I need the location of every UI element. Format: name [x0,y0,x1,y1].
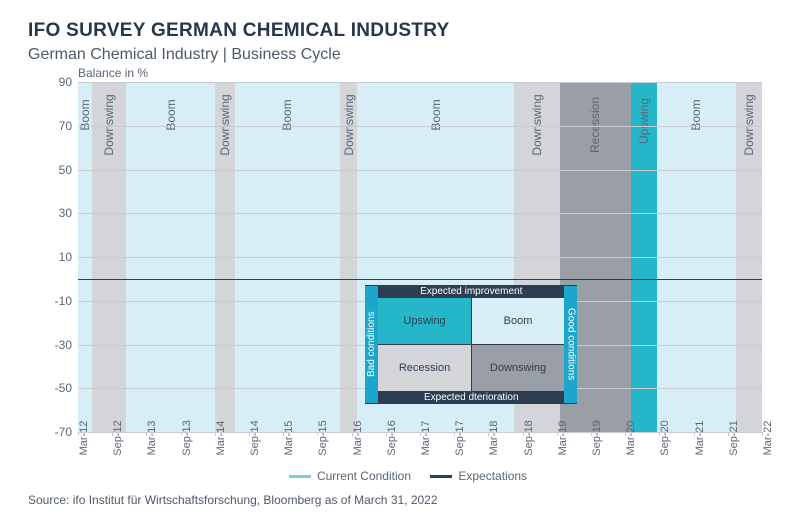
cycle-quadrant-inset: Expected improvement Expected dteriorati… [365,285,577,404]
legend-swatch-current [289,475,311,478]
x-tick-label: Mar-18 [488,421,500,456]
x-tick-label: Sep-14 [249,420,261,455]
gridline [78,257,762,258]
plot-area: Balance in % BoomDownswingBoomDownswingB… [78,82,762,433]
x-tick-label: Mar-17 [420,421,432,456]
gridline [78,126,762,127]
x-tick-label: Sep-16 [386,420,398,455]
y-tick: -30 [55,338,72,352]
inset-top-label: Expected improvement [366,285,576,298]
source-line: Source: ifo Institut für Wirtschaftsfors… [28,493,772,507]
x-tick-label: Sep-13 [181,420,193,455]
gridline [78,170,762,171]
y-tick: -70 [55,425,72,439]
x-tick-label: Sep-15 [317,420,329,455]
chart-container: IFO SURVEY GERMAN CHEMICAL INDUSTRY Germ… [0,0,800,530]
y-tick: 50 [59,163,72,177]
x-tick-label: Mar-13 [146,421,158,456]
y-tick: -50 [55,381,72,395]
legend-swatch-expect [430,475,452,478]
legend-label-expect: Expectations [458,469,527,483]
gridline [78,213,762,214]
chart-subtitle: German Chemical Industry | Business Cycl… [28,46,772,64]
x-tick-label: Mar-12 [78,421,90,456]
x-tick-label: Sep-17 [454,420,466,455]
x-tick-label: Mar-16 [352,421,364,456]
x-tick-label: Sep-18 [523,420,535,455]
x-tick-label: Sep-19 [591,420,603,455]
inset-left-label: Bad conditions [365,286,378,403]
y-tick: -10 [55,294,72,308]
x-tick-label: Sep-20 [659,420,671,455]
phase-band-label: Upswing [637,98,651,144]
gridline [78,82,762,83]
y-tick: 70 [59,119,72,133]
quadrant-upswing: Upswing [378,298,472,345]
x-tick-label: Mar-20 [625,421,637,456]
x-tick-label: Mar-21 [694,421,706,456]
x-tick-label: Mar-14 [215,421,227,456]
x-tick-label: Mar-15 [283,421,295,456]
y-axis-label: Balance in % [78,66,148,80]
x-tick-label: Sep-12 [112,420,124,455]
legend-label-current: Current Condition [317,469,411,483]
x-tick-label: Sep-21 [728,420,740,455]
y-tick: 10 [59,250,72,264]
chart-title: IFO SURVEY GERMAN CHEMICAL INDUSTRY [28,20,772,42]
x-tick-label: Mar-19 [557,421,569,456]
y-tick: 30 [59,206,72,220]
zero-line [78,279,762,280]
quadrant-boom: Boom [472,298,565,345]
inset-bottom-label: Expected dterioration [366,391,576,404]
quadrant-downswing: Downswing [472,345,565,392]
quadrant-recession: Recession [378,345,472,392]
x-tick-label: Mar-22 [762,421,774,456]
inset-right-label: Good conditions [564,286,577,403]
y-tick: 90 [59,75,72,89]
legend: Current Condition Expectations [28,469,772,483]
